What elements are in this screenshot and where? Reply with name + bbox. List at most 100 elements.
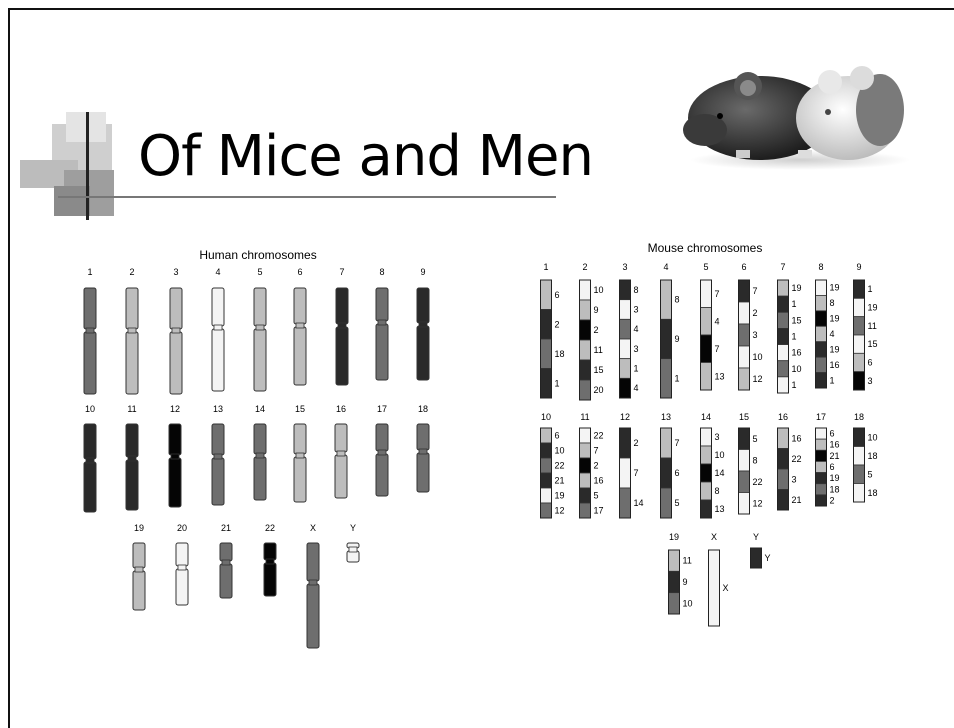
mouse-chromosome-5: 5 7 4 7 13: [700, 262, 725, 391]
syntenic-segment: [815, 494, 827, 507]
centromere: [127, 455, 137, 462]
title-vertical-rule: [86, 112, 89, 220]
syntenic-segment-label: 11: [594, 345, 603, 355]
syntenic-segment: [619, 457, 631, 489]
syntenic-segment: [619, 427, 631, 459]
syntenic-segment: [579, 442, 591, 459]
syntenic-segment: [660, 427, 672, 459]
syntenic-segment-label: 3: [792, 474, 797, 484]
syntenic-segment: [660, 487, 672, 519]
syntenic-segment: [540, 487, 552, 504]
syntenic-segment: [777, 279, 789, 297]
mouse-chromosome-label: 17: [816, 412, 826, 422]
syntenic-segment: [738, 345, 750, 369]
syntenic-segment-label: 1: [792, 380, 797, 390]
syntenic-segment-label: 8: [830, 298, 835, 308]
syntenic-segment: [777, 328, 789, 345]
syntenic-segment-label: 20: [594, 385, 604, 395]
syntenic-segment: [540, 427, 552, 444]
syntenic-segment: [700, 334, 712, 363]
mouse-chromosome-label: 3: [622, 262, 627, 272]
chromosome-outline: [853, 279, 865, 391]
syntenic-segment-label: 1: [555, 378, 560, 388]
syntenic-segment: [853, 427, 865, 447]
title-underline: [58, 196, 556, 198]
syntenic-segment-label: 6: [555, 431, 560, 441]
human-chromosome-label: 11: [127, 404, 136, 414]
syntenic-segment: [619, 487, 631, 519]
syntenic-segment-label: 21: [555, 476, 565, 486]
syntenic-segment-label: 21: [830, 451, 840, 461]
mouse-chromosome-label: 1: [543, 262, 548, 272]
syntenic-segment-label: 10: [868, 432, 878, 442]
syntenic-segment: [815, 461, 827, 473]
syntenic-segment: [815, 295, 827, 312]
syntenic-segment-label: 4: [830, 329, 835, 339]
syntenic-segment-label: 6: [868, 358, 873, 368]
syntenic-segment-label: 7: [715, 344, 720, 354]
mouse-chromosome-label: 13: [661, 412, 671, 422]
syntenic-segment: [619, 377, 631, 399]
syntenic-segment-label: 11: [683, 556, 692, 566]
syntenic-segment-label: 3: [753, 330, 758, 340]
mouse-chromosome-label: 2: [582, 262, 587, 272]
chromosome-outline: [738, 279, 750, 391]
syntenic-segment-label: 9: [675, 334, 680, 344]
syntenic-segment: [540, 442, 552, 459]
syntenic-segment-label: 19: [830, 283, 840, 293]
human-chromosome-label: 4: [215, 267, 220, 277]
syntenic-segment: [738, 301, 750, 325]
human-chromosome-label: 10: [85, 404, 95, 414]
syntenic-segment: [853, 334, 865, 354]
syntenic-segment: [815, 325, 827, 343]
mouse-chromosome-label: 10: [541, 412, 551, 422]
syntenic-segment-label: 10: [792, 364, 802, 374]
syntenic-segment: [777, 489, 789, 511]
syntenic-segment: [777, 360, 789, 378]
slide-title: Of Mice and Men: [138, 124, 594, 189]
human-chromosome-21: 21: [219, 523, 233, 599]
human-chromosome-15: 15: [293, 404, 307, 503]
human-chromosome-label: 22: [265, 523, 275, 533]
syntenic-segment-label: 8: [715, 486, 720, 496]
syntenic-segment: [815, 372, 827, 389]
human-chromosome-label: 17: [377, 404, 387, 414]
syntenic-segment: [540, 502, 552, 519]
syntenic-segment: [700, 307, 712, 336]
centromere: [213, 324, 223, 331]
syntenic-segment: [700, 463, 712, 483]
syntenic-segment: [700, 499, 712, 519]
syntenic-segment: [579, 379, 591, 401]
human-chromosome-11: 11: [125, 404, 139, 511]
syntenic-segment-label: 22: [792, 454, 802, 464]
chromosome-outline: [619, 427, 631, 519]
chromosome-outline: [853, 427, 865, 503]
human-chromosome-label: Y: [350, 523, 356, 533]
syntenic-segment: [540, 279, 552, 310]
syntenic-segment-label: 19: [555, 491, 565, 501]
syntenic-segment-label: X: [723, 583, 729, 593]
syntenic-segment: [815, 483, 827, 496]
syntenic-segment: [540, 457, 552, 474]
syntenic-segment-label: 2: [830, 495, 835, 505]
syntenic-segment-label: 2: [594, 325, 599, 335]
centromere: [171, 327, 181, 334]
mouse-chromosome-7: 7 19 1 15 1 16 10 1: [777, 262, 802, 394]
syntenic-segment-label: 7: [753, 286, 758, 296]
syntenic-segment-label: 6: [675, 468, 680, 478]
human-chromosome-label: 2: [129, 267, 134, 277]
chromosome-outline: [750, 547, 762, 569]
syntenic-segment: [579, 472, 591, 489]
syntenic-segment-label: 8: [675, 295, 680, 305]
syntenic-segment: [708, 549, 720, 627]
syntenic-segment: [853, 483, 865, 503]
mouse-chromosome-label: Y: [753, 532, 759, 542]
mouse-chromosome-11: 11 22 7 2 16 5 17: [579, 412, 604, 519]
syntenic-segment-label: 2: [594, 461, 599, 471]
syntenic-segment: [579, 299, 591, 321]
centromere: [295, 322, 305, 329]
syntenic-segment-label: 10: [555, 446, 565, 456]
